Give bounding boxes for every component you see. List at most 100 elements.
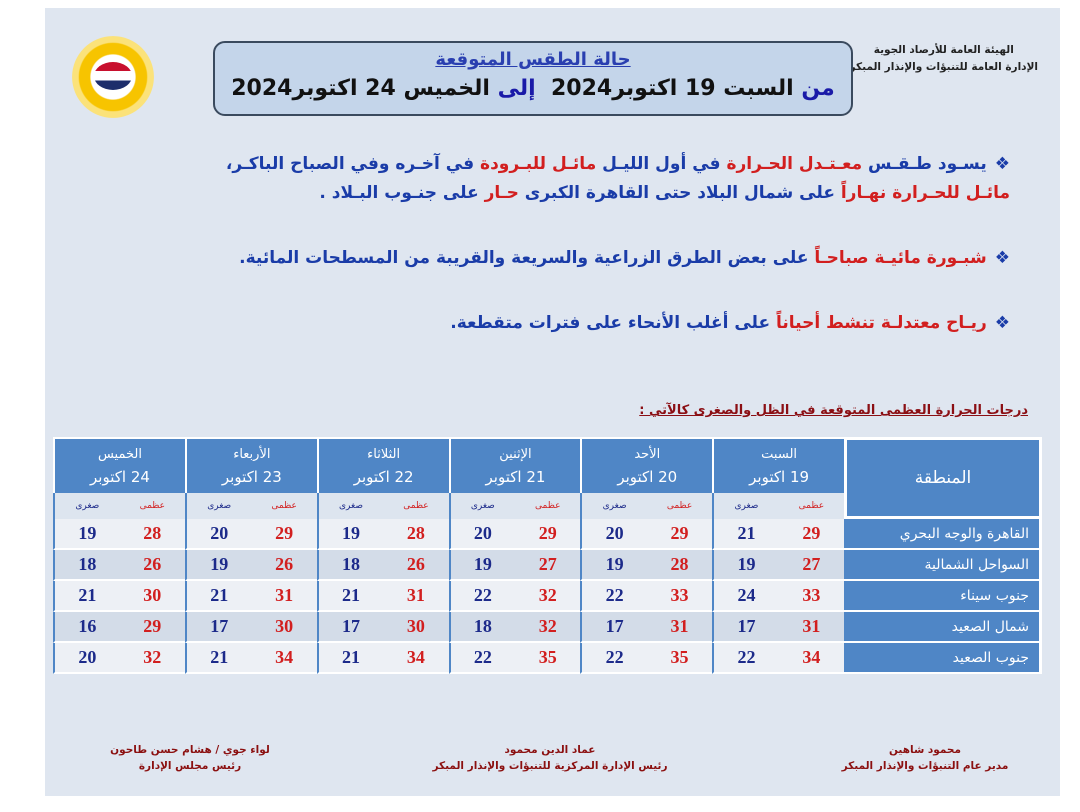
max-temp-cell: 27 — [515, 550, 581, 581]
max-label: عظمى — [383, 493, 449, 519]
day-date: 20 اكتوبر — [617, 468, 678, 486]
min-temp-cell: 17 — [316, 612, 384, 643]
temperature-table: المنطقة السبت 19 اكتوبر الأحد 20 اكتوبر الإثن… — [53, 437, 1042, 674]
region-name: القاهرة والوجه البحري — [844, 519, 1042, 550]
max-temp-cell: 31 — [251, 581, 317, 612]
max-min-header-row: عظمى صغرى عظمى صغرى عظمى صغرى عظمى صغرى عظمى صغرى… — [53, 493, 1042, 519]
min-temp-cell: 20 — [53, 643, 120, 674]
signature-1: محمود شاهين مدير عام التنبؤات والإنذار ا… — [810, 742, 1040, 774]
max-temp-cell: 35 — [515, 643, 581, 674]
signature-title: رئيس الإدارة المركزية للتنبؤات والإنذار … — [432, 760, 668, 772]
day-name: الخميس — [97, 447, 142, 462]
table-row: جنوب الصعيد 34 22 35 22 35 22 34 21 34 21 32 20 — [53, 643, 1042, 674]
max-temp-cell: 35 — [646, 643, 713, 674]
min-temp-cell: 21 — [316, 581, 384, 612]
min-temp-cell: 17 — [184, 612, 252, 643]
max-temp-cell: 32 — [119, 643, 185, 674]
day-header: الثلاثاء 22 اكتوبر — [316, 437, 449, 493]
min-temp-cell: 22 — [448, 643, 516, 674]
min-temp-cell: 21 — [53, 581, 120, 612]
max-temp-cell: 26 — [383, 550, 449, 581]
max-temp-cell: 34 — [251, 643, 317, 674]
min-label: صغرى — [448, 493, 516, 519]
min-temp-cell: 21 — [316, 643, 384, 674]
min-temp-cell: 19 — [580, 550, 647, 581]
min-temp-cell: 19 — [316, 519, 384, 550]
day-name: الأحد — [634, 447, 661, 462]
bullet-text-segment: على أغلب الأنحاء على فترات متقطعة. — [450, 313, 776, 333]
max-temp-cell: 31 — [778, 612, 844, 643]
max-temp-cell: 30 — [383, 612, 449, 643]
day-name: الثلاثاء — [367, 447, 401, 462]
diamond-bullet-icon: ❖ — [994, 154, 1010, 174]
max-temp-cell: 26 — [119, 550, 185, 581]
min-temp-cell: 16 — [53, 612, 120, 643]
bullet-text-segment: على بعض الطرق الزراعية والسريعة والقريبة… — [239, 248, 815, 268]
bullet-text-segment: ريـاح معتدلـة تنشط أحياناً — [776, 313, 987, 333]
min-label: صغرى — [712, 493, 779, 519]
bullet-text-segment: في آخـره وفي الصباح الباكـر، — [225, 154, 481, 174]
signature-3: لواء جوي / هشام حسن طاحون رئيس مجلس الإد… — [90, 742, 290, 774]
forecast-bullet: ❖ شبـورة مائيـة صباحـاً على بعض الطرق الز… — [190, 244, 1010, 273]
bullet-text-segment: شبـورة مائيـة صباحـاً — [814, 248, 987, 268]
min-temp-cell: 17 — [580, 612, 647, 643]
date-range: من السبت 19 اكتوبر2024 إلى الخميس 24 اكت… — [215, 76, 851, 101]
max-temp-cell: 34 — [383, 643, 449, 674]
min-temp-cell: 19 — [184, 550, 252, 581]
to-label: إلى — [497, 76, 536, 101]
day-date: 21 اكتوبر — [485, 468, 546, 486]
max-temp-cell: 28 — [119, 519, 185, 550]
day-name: الأربعاء — [233, 447, 271, 462]
min-label: صغرى — [184, 493, 252, 519]
table-row: جنوب سيناء 33 24 33 22 32 22 31 21 31 21 30 21 — [53, 581, 1042, 612]
min-temp-cell: 21 — [184, 581, 252, 612]
diamond-bullet-icon: ❖ — [994, 248, 1010, 268]
max-temp-cell: 29 — [251, 519, 317, 550]
region-name: شمال الصعيد — [844, 612, 1042, 643]
min-label: صغرى — [53, 493, 120, 519]
min-temp-cell: 20 — [580, 519, 647, 550]
min-temp-cell: 18 — [53, 550, 120, 581]
min-temp-cell: 18 — [316, 550, 384, 581]
min-temp-cell: 18 — [448, 612, 516, 643]
page-title: حالة الطقس المتوقعة — [435, 49, 631, 70]
max-temp-cell: 30 — [119, 581, 185, 612]
diamond-bullet-icon: ❖ — [994, 313, 1010, 333]
day-date: 23 اكتوبر — [221, 468, 282, 486]
table-row: شمال الصعيد 31 17 31 17 32 18 30 17 30 17 29 16 — [53, 612, 1042, 643]
bullet-text-segment: يسـود طـقـس — [862, 154, 987, 174]
min-temp-cell: 20 — [184, 519, 252, 550]
min-temp-cell: 24 — [712, 581, 779, 612]
max-temp-cell: 32 — [515, 612, 581, 643]
max-temp-cell: 28 — [383, 519, 449, 550]
org-line-2: الإدارة العامة للتنبؤات والإنذار المبكر — [849, 61, 1038, 73]
max-temp-cell: 29 — [515, 519, 581, 550]
title-box: حالة الطقس المتوقعة من السبت 19 اكتوبر20… — [213, 41, 853, 116]
max-temp-cell: 29 — [646, 519, 713, 550]
min-temp-cell: 22 — [448, 581, 516, 612]
from-label: من — [801, 76, 835, 101]
bullet-text-segment: على شمال البلاد حتى القاهرة الكبرى — [518, 183, 841, 203]
max-temp-cell: 28 — [646, 550, 713, 581]
max-temp-cell: 33 — [646, 581, 713, 612]
day-header: الإثنين 21 اكتوبر — [448, 437, 581, 493]
day-header-row: المنطقة السبت 19 اكتوبر الأحد 20 اكتوبر الإثن… — [53, 437, 1042, 519]
max-temp-cell: 29 — [778, 519, 844, 550]
max-temp-cell: 31 — [646, 612, 713, 643]
max-label: عظمى — [778, 493, 844, 519]
signature-2: عماد الدين محمود رئيس الإدارة المركزية ل… — [400, 742, 700, 774]
min-temp-cell: 22 — [712, 643, 779, 674]
max-temp-cell: 29 — [119, 612, 185, 643]
region-name: جنوب سيناء — [844, 581, 1042, 612]
max-temp-cell: 31 — [383, 581, 449, 612]
day-date: 19 اكتوبر — [749, 468, 810, 486]
day-header: الأحد 20 اكتوبر — [580, 437, 713, 493]
min-label: صغرى — [580, 493, 647, 519]
max-temp-cell: 33 — [778, 581, 844, 612]
bullet-text-segment: مائـل للبـرودة — [480, 154, 597, 174]
min-temp-cell: 19 — [53, 519, 120, 550]
table-row: القاهرة والوجه البحري 29 21 29 20 29 20 28 19 29 2… — [53, 519, 1042, 550]
min-temp-cell: 22 — [580, 581, 647, 612]
day-header: السبت 19 اكتوبر — [712, 437, 844, 493]
signature-title: رئيس مجلس الإدارة — [138, 760, 242, 772]
